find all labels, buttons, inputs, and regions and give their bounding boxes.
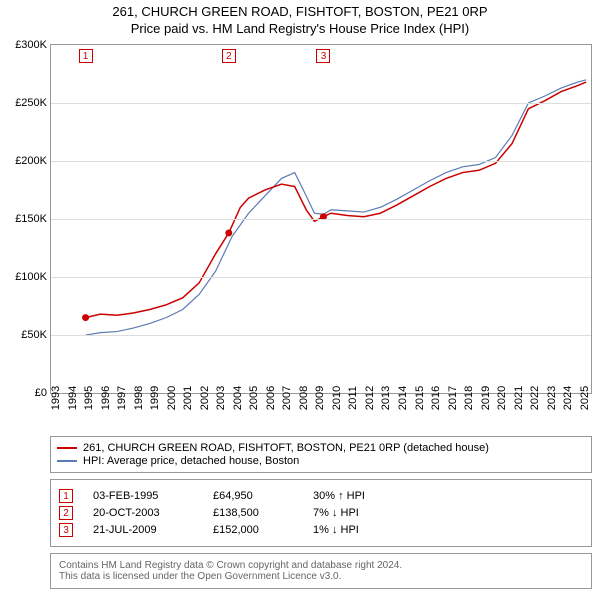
sale-point-dot [82,314,89,321]
attribution-box: Contains HM Land Registry data © Crown c… [50,553,592,589]
y-axis-label: £250K [15,97,47,109]
x-axis-label: 2000 [166,386,178,410]
x-axis-label: 2017 [447,386,459,410]
sale-vs-hpi: 1% ↓ HPI [313,524,359,536]
chart-plot-area: £0£50K£100K£150K£200K£250K£300K123 [50,44,592,394]
legend-swatch-icon [57,460,77,462]
x-axis-label: 2010 [331,386,343,410]
x-axis-label: 1994 [67,386,79,410]
y-axis-label: £0 [35,387,47,399]
sale-marker: 3 [316,49,330,63]
x-axis-label: 2018 [463,386,475,410]
x-axis-label: 2024 [562,386,574,410]
x-axis-label: 2011 [347,386,359,410]
x-axis-label: 2016 [430,386,442,410]
x-axis-label: 2019 [480,386,492,410]
sale-row: 1 03-FEB-1995 £64,950 30% ↑ HPI [59,489,583,503]
x-axis-label: 1997 [116,386,128,410]
sale-marker: 1 [79,49,93,63]
legend-box: 261, CHURCH GREEN ROAD, FISHTOFT, BOSTON… [50,436,592,473]
y-axis-label: £150K [15,213,47,225]
x-axis-label: 1998 [133,386,145,410]
sale-date: 21-JUL-2009 [93,524,193,536]
x-axis-label: 2009 [314,386,326,410]
x-axis-label: 2001 [182,386,194,410]
legend-swatch-icon [57,447,77,449]
legend-label: 261, CHURCH GREEN ROAD, FISHTOFT, BOSTON… [83,442,489,454]
attribution-line: Contains HM Land Registry data © Crown c… [59,560,583,571]
sale-row: 2 20-OCT-2003 £138,500 7% ↓ HPI [59,506,583,520]
x-axis-label: 2002 [199,386,211,410]
sale-point-dot [225,229,232,236]
x-axis-label: 2004 [232,386,244,410]
sales-table: 1 03-FEB-1995 £64,950 30% ↑ HPI 2 20-OCT-2003… [50,479,592,547]
sale-date: 03-FEB-1995 [93,490,193,502]
attribution-line: This data is licensed under the Open Gov… [59,571,583,582]
legend-label: HPI: Average price, detached house, Bost… [83,455,299,467]
x-axis-label: 2020 [496,386,508,410]
x-axis-label: 2003 [215,386,227,410]
y-axis-label: £300K [15,39,47,51]
x-axis-label: 2023 [546,386,558,410]
x-axis-label: 2013 [380,386,392,410]
chart-container: 261, CHURCH GREEN ROAD, FISHTOFT, BOSTON… [0,0,600,590]
sale-row: 3 21-JUL-2009 £152,000 1% ↓ HPI [59,523,583,537]
sale-price: £138,500 [213,507,293,519]
sale-vs-hpi: 30% ↑ HPI [313,490,365,502]
sale-marker-icon: 1 [59,489,73,503]
sale-marker-icon: 3 [59,523,73,537]
legend-item: 261, CHURCH GREEN ROAD, FISHTOFT, BOSTON… [57,442,585,454]
gridline [51,335,591,336]
gridline [51,161,591,162]
y-axis-label: £50K [21,329,47,341]
y-axis-label: £200K [15,155,47,167]
sale-marker: 2 [222,49,236,63]
title-subtitle: Price paid vs. HM Land Registry's House … [0,21,600,36]
sale-marker-icon: 2 [59,506,73,520]
legend-item: HPI: Average price, detached house, Bost… [57,455,585,467]
x-axis-label: 2008 [298,386,310,410]
title-block: 261, CHURCH GREEN ROAD, FISHTOFT, BOSTON… [0,0,600,38]
title-address: 261, CHURCH GREEN ROAD, FISHTOFT, BOSTON… [0,4,600,19]
x-axis-label: 2005 [248,386,260,410]
x-axis-ticks: 1993199419951996199719981999200020012002… [50,394,592,432]
gridline [51,103,591,104]
x-axis-label: 2015 [414,386,426,410]
x-axis-label: 2006 [265,386,277,410]
x-axis-label: 2012 [364,386,376,410]
x-axis-label: 2021 [513,386,525,410]
y-axis-label: £100K [15,271,47,283]
x-axis-label: 2022 [529,386,541,410]
gridline [51,219,591,220]
x-axis-label: 1999 [149,386,161,410]
x-axis-label: 2007 [281,386,293,410]
sale-date: 20-OCT-2003 [93,507,193,519]
sale-price: £64,950 [213,490,293,502]
x-axis-label: 2025 [579,386,591,410]
sale-vs-hpi: 7% ↓ HPI [313,507,359,519]
x-axis-label: 1993 [50,386,62,410]
hpi-line [86,80,586,335]
x-axis-label: 1996 [100,386,112,410]
price-paid-line [86,82,586,318]
sale-price: £152,000 [213,524,293,536]
x-axis-label: 1995 [83,386,95,410]
x-axis-label: 2014 [397,386,409,410]
gridline [51,277,591,278]
